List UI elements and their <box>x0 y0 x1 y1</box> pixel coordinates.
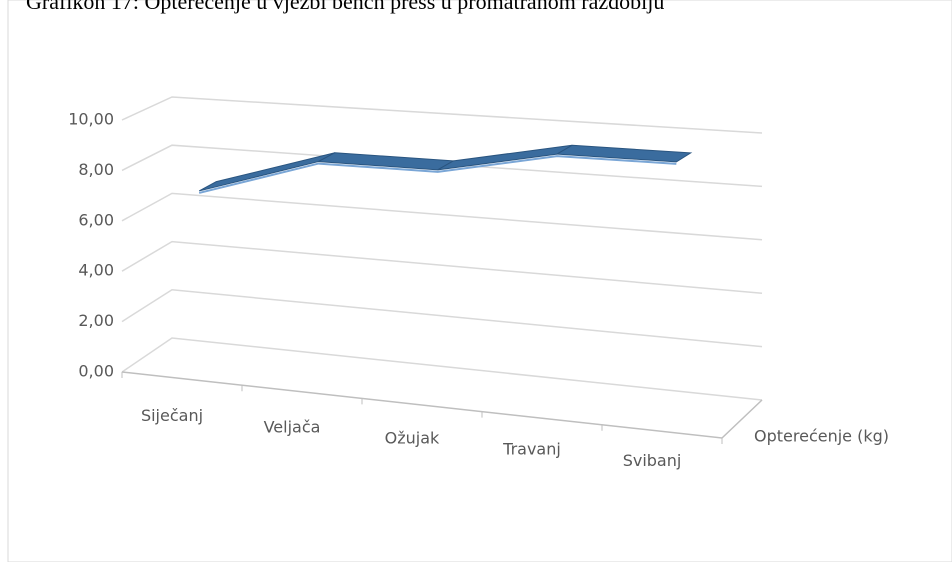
y-tick-label: 4,00 <box>78 261 114 280</box>
grid-line <box>121 192 763 241</box>
series-label: Opterećenje (kg) <box>754 427 889 446</box>
x-tick-label: Siječanj <box>141 406 203 425</box>
y-tick-label: 10,00 <box>68 110 114 129</box>
chart-frame <box>7 0 952 562</box>
y-tick-label: 2,00 <box>78 311 114 330</box>
x-tick-label: Veljača <box>264 417 321 436</box>
y-tick-label: 8,00 <box>78 160 114 179</box>
x-tick-label: Svibanj <box>623 451 682 470</box>
x-tick-label: Travanj <box>502 440 561 459</box>
grid-line <box>121 289 763 348</box>
chart-title: Grafikon 17: Opterećenje u vježbi bench … <box>26 0 664 14</box>
grid-line <box>121 240 763 294</box>
series-line <box>198 155 677 194</box>
y-tick-label: 6,00 <box>78 210 114 229</box>
ribbon-segment <box>555 144 693 163</box>
grid-line <box>121 144 763 188</box>
x-tick-label: Ožujak <box>385 429 440 448</box>
y-tick-label: 0,00 <box>78 362 114 381</box>
grid-line <box>121 337 763 401</box>
grid-line <box>121 96 763 134</box>
